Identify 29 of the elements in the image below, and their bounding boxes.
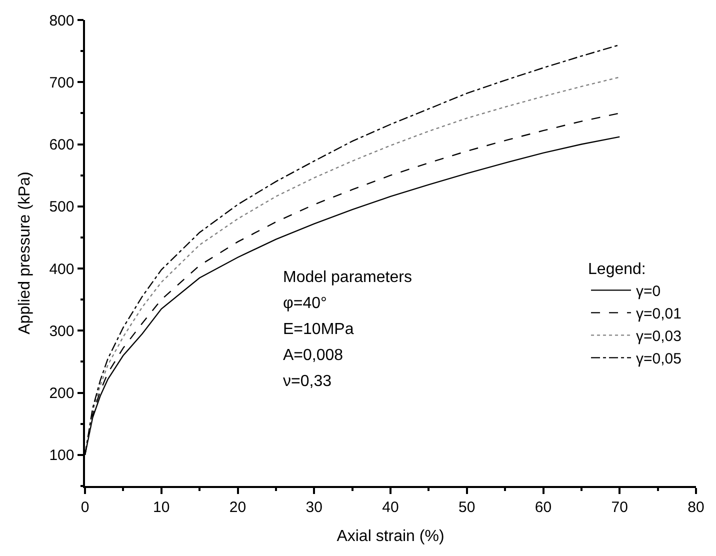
y-tick-label: 700 (49, 74, 74, 92)
y-tick-label: 800 (49, 12, 74, 30)
y-tick-label: 500 (49, 198, 74, 216)
x-tick-label: 70 (611, 498, 628, 516)
x-axis-title: Axial strain (%) (336, 528, 444, 545)
y-tick-label: 200 (49, 385, 74, 402)
annotation: A=0,008 (283, 347, 344, 364)
y-axis-title: Applied pressure (kPa) (16, 172, 34, 334)
x-tick-label: 40 (382, 498, 399, 516)
legend-label: γ=0,01 (636, 306, 682, 323)
legend-label: γ=0,03 (636, 328, 682, 346)
y-tick-label: 300 (49, 322, 74, 340)
x-tick-label: 20 (229, 498, 246, 516)
y-tick-label: 600 (49, 136, 74, 154)
x-tick-label: 50 (458, 498, 476, 516)
legend-title: Legend: (588, 260, 646, 278)
y-tick-label: 400 (49, 260, 74, 278)
x-tick-label: 10 (153, 498, 170, 516)
legend-label: γ=0,05 (636, 350, 682, 368)
x-tick-label: 60 (534, 498, 552, 516)
y-tick-label: 100 (49, 447, 74, 464)
x-tick-label: 30 (306, 498, 322, 516)
x-tick-label: 0 (80, 498, 90, 516)
annotation: Model parameters (283, 269, 412, 286)
annotation: E=10MPa (283, 321, 354, 338)
annotation: φ=40° (283, 295, 327, 312)
legend-label: γ=0 (636, 283, 661, 300)
annotation: ν=0,33 (283, 373, 332, 390)
x-tick-label: 80 (688, 498, 704, 516)
